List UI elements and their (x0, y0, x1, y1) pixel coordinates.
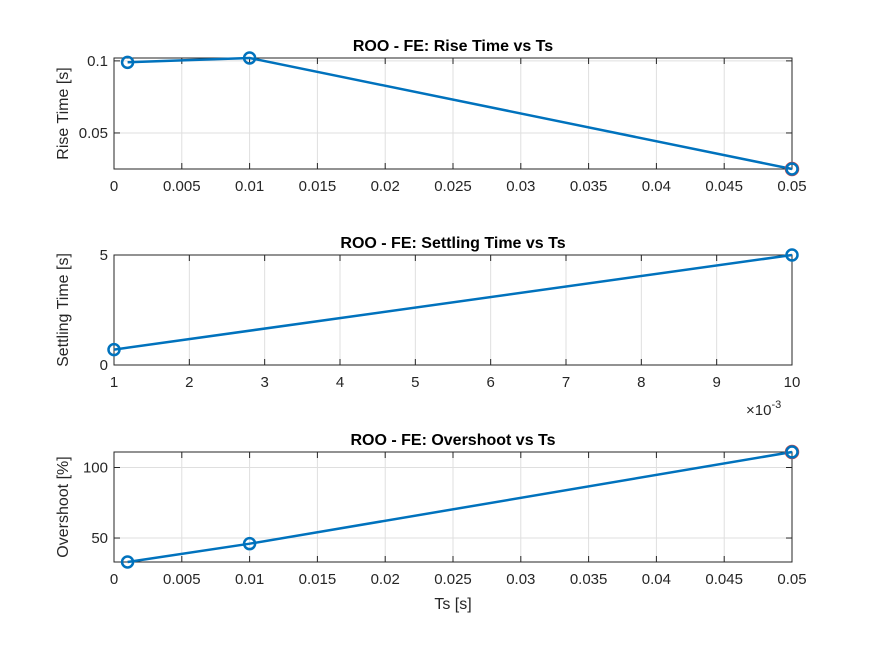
x-tick-label: 0.005 (163, 571, 201, 588)
chart-title: ROO - FE: Rise Time vs Ts (353, 38, 553, 55)
x-exponent-power: -3 (771, 399, 781, 411)
plot-area (114, 255, 792, 365)
x-tick-label: 3 (260, 374, 268, 391)
x-tick-label: 0.05 (777, 571, 806, 588)
data-point-marker (242, 536, 257, 551)
x-tick-label: 0.005 (163, 178, 201, 195)
x-tick-label: 0.03 (506, 571, 535, 588)
x-tick-label: 0 (110, 571, 118, 588)
series-line (127, 56, 793, 171)
y-tick-label: 0.1 (87, 53, 108, 70)
x-tick-label: 2 (185, 374, 193, 391)
chart-title: ROO - FE: Overshoot vs Ts (350, 432, 555, 449)
x-tick-label: 0.045 (705, 571, 743, 588)
x-tick-label: 0.01 (235, 571, 264, 588)
x-tick-label: 6 (486, 374, 494, 391)
y-tick-label: 5 (100, 247, 108, 264)
y-tick-label: 100 (83, 460, 108, 477)
series-line (127, 450, 793, 564)
series-line (113, 253, 793, 351)
rise-time-subplot: ROO - FE: Rise Time vs Ts Rise Time [s] … (55, 38, 807, 195)
x-tick-label: 0.015 (299, 571, 337, 588)
x-tick-label: 0.025 (434, 571, 472, 588)
x-tick-label: 0.02 (371, 571, 400, 588)
x-tick-label: 0.04 (642, 178, 671, 195)
axes-box (113, 254, 793, 366)
x-tick-label: 0.035 (570, 571, 608, 588)
x-tick-label: 4 (336, 374, 344, 391)
x-tick-label: 7 (562, 374, 570, 391)
x-tick-label: 8 (637, 374, 645, 391)
x-exponent-label: ×10-3 (746, 399, 781, 419)
x-tick-label: 0.02 (371, 178, 400, 195)
data-point-marker (242, 51, 257, 65)
x-tick-label: 0.04 (642, 571, 671, 588)
y-axis-label: Rise Time [s] (55, 67, 72, 159)
y-tick-label: 0.05 (79, 125, 108, 142)
data-point-marker (785, 445, 799, 459)
y-tick-label: 50 (91, 530, 108, 547)
x-tick-label: 0 (110, 178, 118, 195)
x-tick-label: 9 (712, 374, 720, 391)
overshoot-subplot: ROO - FE: Overshoot vs Ts Overshoot [%] … (55, 432, 807, 613)
data-point-marker (785, 248, 799, 262)
x-tick-label: 0.025 (434, 178, 472, 195)
x-tick-label: 5 (411, 374, 419, 391)
x-tick-label: 10 (784, 374, 801, 391)
x-tick-label: 0.01 (235, 178, 264, 195)
x-axis-label: Ts [s] (434, 596, 471, 613)
x-tick-label: 1 (110, 374, 118, 391)
x-tick-label: 0.035 (570, 178, 608, 195)
x-tick-label: 0.05 (777, 178, 806, 195)
y-axis-label: Settling Time [s] (55, 253, 72, 367)
x-tick-label: 0.045 (705, 178, 743, 195)
x-tick-label: 0.03 (506, 178, 535, 195)
data-point-marker (120, 555, 135, 569)
y-axis-label: Overshoot [%] (55, 456, 72, 557)
chart-title: ROO - FE: Settling Time vs Ts (340, 235, 565, 252)
settling-time-subplot: ROO - FE: Settling Time vs Ts Settling T… (55, 235, 800, 419)
x-tick-label: 0.015 (299, 178, 337, 195)
data-point-marker (107, 342, 121, 357)
data-point-marker (785, 162, 799, 176)
y-tick-label: 0 (100, 357, 108, 374)
data-point-marker (120, 55, 135, 70)
